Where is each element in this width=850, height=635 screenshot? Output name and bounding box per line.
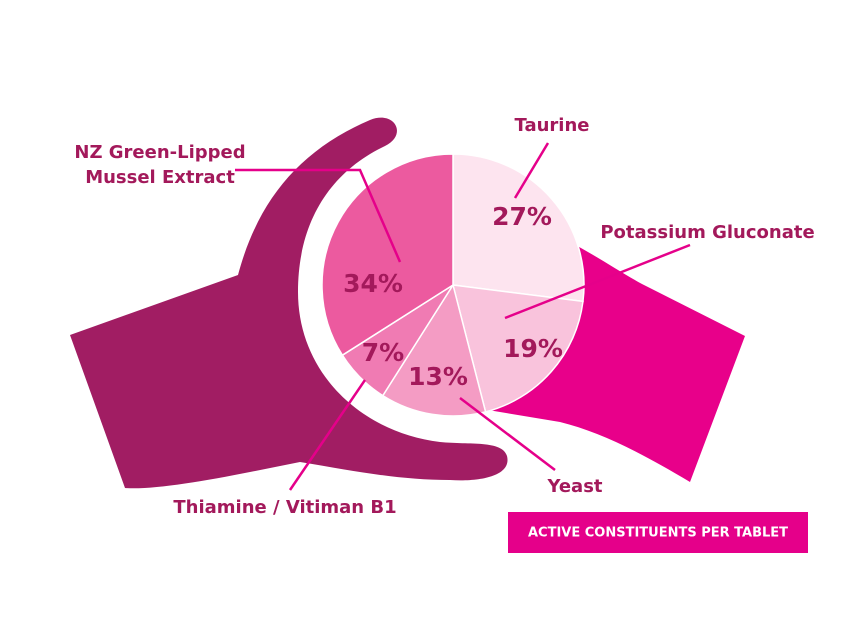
- pie: [321, 153, 585, 417]
- slice: [451, 284, 584, 413]
- value-label: 19%: [503, 334, 563, 363]
- leader-line: [235, 168, 402, 263]
- pie-labels: 27% 19% 13%7% 34%: [235, 142, 691, 491]
- leader-line: [513, 142, 550, 199]
- leader-line: [459, 397, 556, 471]
- value-label: 13%: [408, 362, 468, 391]
- value-label: 34%: [343, 269, 403, 298]
- category-label: Yeast: [547, 476, 603, 497]
- category-label: Thiamine / Vitiman B1: [173, 497, 397, 518]
- category-label: Potassium Gluconate: [600, 222, 815, 243]
- category-label: NZ Green-Lipped Mussel Extract: [74, 142, 246, 188]
- slice: [321, 153, 454, 357]
- leader-line: [504, 243, 691, 320]
- left-hand: [70, 117, 508, 489]
- value-label: 27%: [492, 202, 552, 231]
- slice: [452, 153, 585, 303]
- leader-line: [288, 379, 367, 491]
- category-label: Taurine: [514, 115, 590, 136]
- value-label: 7%: [362, 338, 404, 367]
- badge: [508, 512, 808, 553]
- chart-title: ACTIVE CONSTITUENTS PER TABLET: [528, 526, 788, 541]
